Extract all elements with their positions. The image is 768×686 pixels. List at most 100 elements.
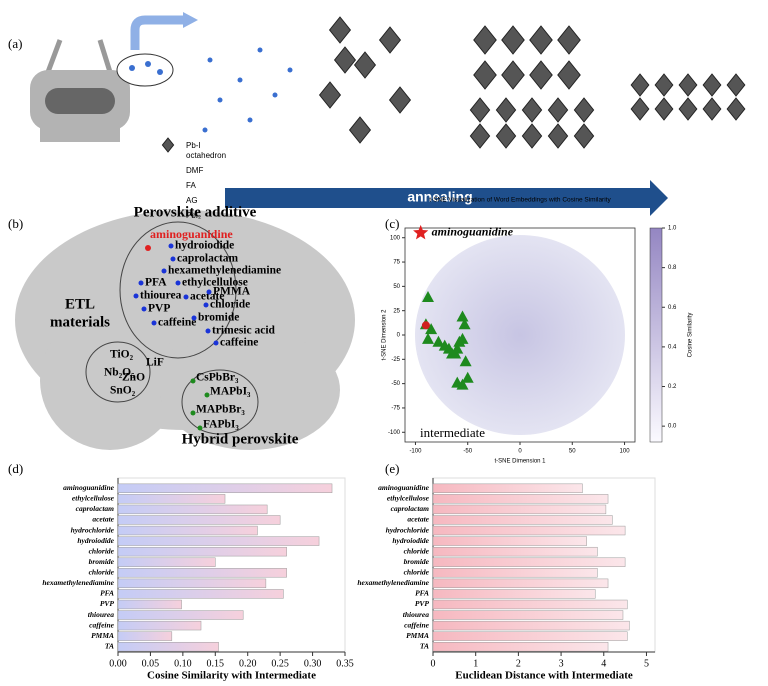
y-tick-label: chloride xyxy=(404,568,430,577)
additive-label: trimesic acid xyxy=(212,325,276,337)
bar xyxy=(117,546,287,557)
x-tick-label: 0.10 xyxy=(174,658,192,669)
additive-label: bromide xyxy=(198,312,239,324)
triangle-point xyxy=(422,291,434,303)
octahedron xyxy=(473,25,497,55)
additive-point xyxy=(151,320,157,326)
bar xyxy=(117,620,202,631)
bar xyxy=(117,568,287,578)
molecule xyxy=(287,67,293,73)
triangle-point xyxy=(425,323,438,335)
y-tick-label: -100 xyxy=(388,430,401,436)
y-tick-label: hexamethylenediamine xyxy=(357,578,429,587)
bar xyxy=(432,642,609,652)
y-tick-label: -75 xyxy=(391,406,400,412)
hybrid-label: CsPbBr₃ xyxy=(196,372,239,384)
embedding-cloud xyxy=(15,210,355,450)
bar xyxy=(432,631,628,641)
x-tick-label: 0.05 xyxy=(142,658,160,669)
octahedron xyxy=(348,116,372,144)
bar xyxy=(117,483,333,493)
bar xyxy=(432,557,626,567)
panel-label: (e) xyxy=(385,461,399,476)
additive-label: PVP xyxy=(148,303,170,315)
y-tick-label: bromide xyxy=(89,557,115,566)
bar xyxy=(117,631,173,641)
additive-label: PMMA xyxy=(213,286,251,298)
legend-label: PbI₂ xyxy=(186,211,201,220)
hybrid-point xyxy=(204,392,210,398)
panel-label: (d) xyxy=(8,461,23,476)
hybrid-label: MAPbI₃ xyxy=(210,386,251,398)
octahedron xyxy=(678,73,698,97)
panel-label: (b) xyxy=(8,216,23,231)
additive-point xyxy=(141,306,147,312)
x-tick-label: 2 xyxy=(516,658,521,669)
y-tick-label: TA xyxy=(420,641,429,650)
octahedron xyxy=(557,25,581,55)
additive-label: caprolactam xyxy=(177,253,239,265)
x-tick-label: 100 xyxy=(620,449,631,455)
y-tick-label: thiourea xyxy=(403,610,430,619)
octahedron xyxy=(630,73,650,97)
y-tick-label: TA xyxy=(105,641,114,650)
additive-label: caffeine xyxy=(220,337,258,349)
colorbar xyxy=(649,227,663,443)
y-tick-label: acetate xyxy=(92,515,114,524)
bar xyxy=(432,589,596,599)
bar xyxy=(117,504,268,515)
bar xyxy=(432,536,587,546)
chart-title: t-SNE Visualization of Word Embeddings w… xyxy=(429,197,611,204)
molecule xyxy=(237,77,243,83)
octahedron xyxy=(388,86,412,114)
cluster-title: Perovskite additive xyxy=(134,204,257,220)
triangle-point xyxy=(432,335,445,347)
annotation: intermediate xyxy=(420,425,485,440)
bar xyxy=(432,620,630,631)
y-axis-label: t-SNE Dimension 2 xyxy=(382,309,388,361)
x-tick-label: 3 xyxy=(559,658,564,669)
hybrid-label: FAPbI₃ xyxy=(203,419,239,431)
octahedron xyxy=(726,97,746,121)
additive-point xyxy=(203,302,209,308)
additive-point xyxy=(206,289,212,295)
molecule xyxy=(247,117,253,123)
x-tick-label: 0.15 xyxy=(207,658,225,669)
bar xyxy=(432,515,613,525)
octahedron xyxy=(529,60,553,90)
octahedron xyxy=(529,25,553,55)
hybrid-point xyxy=(197,425,203,431)
triangle-point xyxy=(422,332,434,344)
colorbar-label: Cosine Similarity xyxy=(688,313,694,358)
octahedron xyxy=(469,97,491,123)
octahedron xyxy=(654,97,674,121)
bar xyxy=(432,494,609,504)
triangle-point xyxy=(456,332,469,344)
x-tick-label: 4 xyxy=(601,658,606,669)
additive-label: hydroiodide xyxy=(175,240,234,252)
octahedron xyxy=(654,73,674,97)
bar xyxy=(117,536,320,546)
additive-point xyxy=(161,268,167,274)
x-tick-label: 50 xyxy=(569,449,576,455)
bar xyxy=(432,578,609,589)
bar xyxy=(117,589,284,599)
bar xyxy=(117,525,258,536)
x-tick-label: 1 xyxy=(473,658,478,669)
bar xyxy=(432,610,624,620)
y-tick-label: 100 xyxy=(390,235,401,241)
legend-label: octahedron xyxy=(186,151,226,160)
arrow-label: annealing xyxy=(407,189,472,205)
star-point xyxy=(413,224,429,240)
bar xyxy=(432,599,628,610)
x-tick-label: 0.30 xyxy=(304,658,322,669)
octahedron xyxy=(353,51,377,79)
octahedron xyxy=(557,60,581,90)
additive-label: ethylcellulose xyxy=(182,277,248,289)
y-tick-label: 0 xyxy=(397,333,401,339)
x-tick-label: 0 xyxy=(518,449,522,455)
legend-label: FA xyxy=(186,181,196,190)
x-tick-label: -50 xyxy=(463,449,472,455)
octahedron xyxy=(521,97,543,123)
